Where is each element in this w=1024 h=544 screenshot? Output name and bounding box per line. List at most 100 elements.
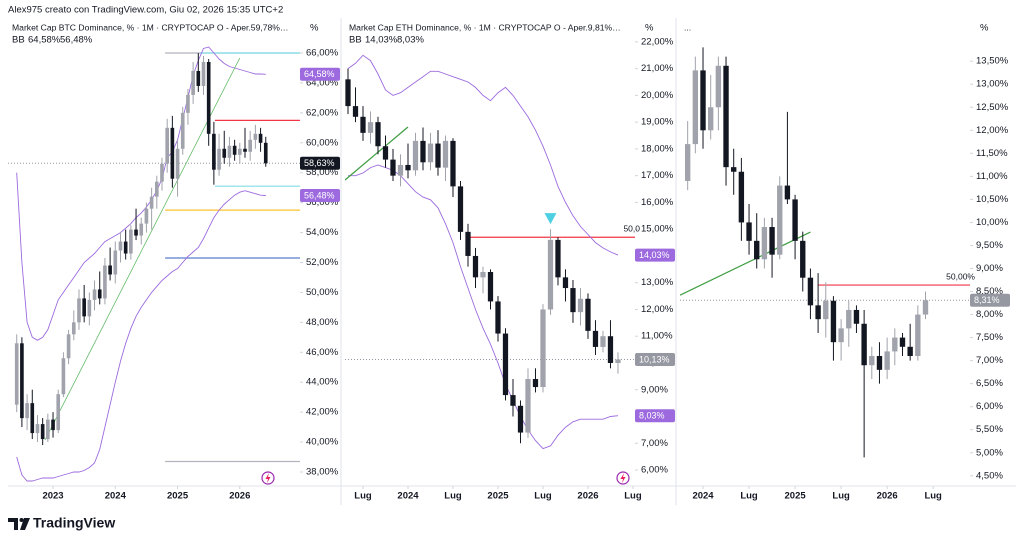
candle-body [450, 140, 456, 187]
y-tick-label: 12,00% [641, 304, 674, 315]
price-badge-label: 64,58% [304, 69, 335, 79]
x-tick-label: Lug [444, 491, 462, 502]
candle-body [708, 107, 714, 131]
legend-name: BB [12, 35, 25, 46]
candle-body [345, 79, 351, 107]
candle-body [82, 298, 86, 317]
y-tick-label: 60,00% [306, 137, 339, 148]
y-tick-label: 13,00% [641, 277, 674, 288]
lightning-icon [616, 471, 630, 485]
candle-body [472, 255, 479, 278]
footer-brand: TradingView [33, 515, 115, 531]
candle-body [532, 379, 539, 388]
candle-body [540, 309, 546, 388]
candle-body [823, 300, 829, 320]
candle-body [227, 145, 232, 158]
candle-body [838, 328, 844, 343]
candle-body [420, 140, 426, 163]
y-tick-label: 5,00% [976, 447, 1003, 458]
price-badge [970, 293, 1010, 307]
candle-body [212, 133, 216, 170]
horizontal-line-label: 50,0 [623, 223, 640, 233]
candle-body [160, 163, 164, 182]
trend-line [345, 126, 409, 181]
chart-title: ... [684, 22, 691, 32]
candle-body [784, 185, 791, 200]
candle-body [232, 145, 237, 155]
bollinger-band [16, 46, 266, 341]
candle-body [35, 424, 40, 434]
y-tick-label: 64,00% [306, 77, 339, 88]
candle-body [56, 394, 61, 431]
plot-area [680, 47, 970, 458]
axis-unit: % [980, 23, 989, 34]
signal-marker [544, 213, 557, 225]
trend-line [680, 231, 811, 296]
candle-body [876, 356, 883, 370]
candle-body [71, 322, 76, 335]
candle-body [800, 240, 806, 278]
candle-body [352, 106, 359, 117]
x-tick-label: Lug [740, 491, 758, 502]
candle-body [607, 336, 614, 363]
y-tick-label: 44,00% [306, 377, 339, 388]
axis-unit: % [310, 23, 319, 34]
candle-body [134, 229, 138, 236]
candle-body [769, 227, 775, 255]
candle-body [196, 70, 201, 86]
candle-body [367, 122, 374, 133]
header: Alex975 creato con TradingView.com, Giu … [8, 5, 283, 16]
x-tick-label: 2025 [785, 491, 807, 502]
y-tick-label: 58,00% [306, 167, 339, 178]
candle-body [480, 271, 486, 278]
candle-body [792, 199, 798, 241]
x-tick-label: Lug [534, 491, 552, 502]
y-tick-label: 11,00% [976, 171, 1008, 182]
lightning-icon [261, 471, 275, 485]
price-badge-label: 56,48% [304, 190, 335, 200]
candle-body [113, 250, 118, 275]
candle-body [149, 196, 154, 209]
y-tick-label: 9,00% [976, 263, 1003, 274]
candle-body [487, 271, 494, 302]
candle-body [547, 239, 554, 310]
candle-body [517, 405, 524, 433]
candle-body [397, 164, 404, 176]
plot-area [8, 46, 300, 482]
y-tick-label: 8,50% [976, 286, 1003, 297]
candle-body [892, 337, 898, 352]
x-tick-label: Lug [354, 491, 372, 502]
y-tick-label: 21,00% [641, 63, 674, 74]
y-tick-label: 48,00% [306, 317, 339, 328]
candle-body [562, 277, 569, 289]
candle-body [761, 227, 768, 260]
candle-body [66, 334, 71, 359]
y-tick-label: 6,00% [641, 465, 668, 476]
candle-body [585, 298, 591, 331]
candle-body [592, 330, 599, 347]
candle-body [715, 65, 722, 108]
candle-body [360, 116, 366, 133]
price-badge [635, 353, 675, 367]
y-tick-label: 19,00% [641, 117, 674, 128]
legend-name: BB [349, 35, 362, 46]
y-tick-label: 20,00% [641, 90, 674, 101]
candle-body [777, 185, 783, 255]
candle-body [165, 127, 169, 164]
legend-value: 14,03% [365, 35, 398, 46]
y-tick-label: 42,00% [306, 407, 339, 418]
y-tick-label: 54,00% [306, 227, 339, 238]
candle-body [577, 298, 584, 313]
candle-body [30, 403, 35, 434]
candle-body [815, 305, 821, 320]
candle-body [382, 146, 389, 160]
candle-body [87, 299, 92, 317]
candle-body [915, 314, 921, 357]
y-tick-label: 7,00% [641, 438, 668, 449]
candle-body [746, 222, 752, 241]
candle-body [61, 358, 66, 395]
bollinger-band [347, 54, 619, 256]
x-tick-label: 2025 [487, 491, 509, 502]
